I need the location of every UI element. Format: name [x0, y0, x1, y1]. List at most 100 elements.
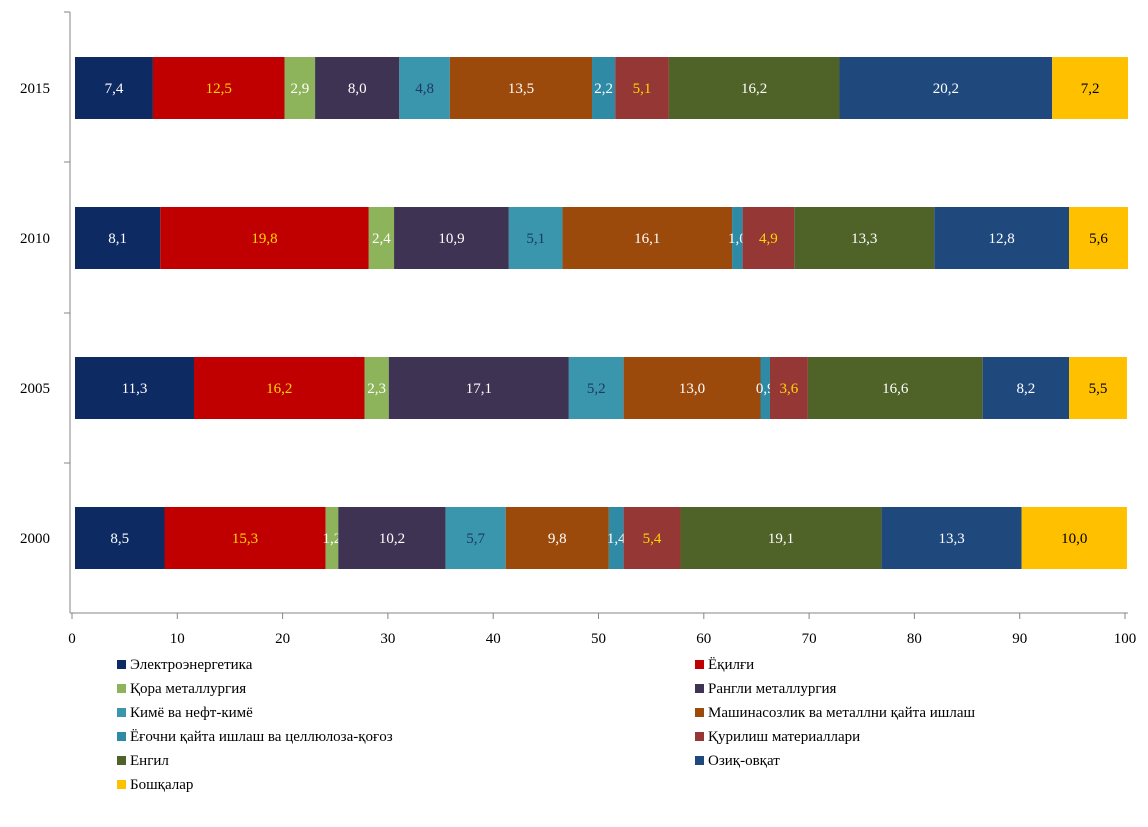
data-label: 15,3 — [232, 531, 258, 547]
x-tick-label: 30 — [380, 631, 395, 647]
legend-swatch — [117, 660, 126, 669]
data-label: 5,2 — [587, 381, 606, 397]
x-tick-label: 100 — [1114, 631, 1137, 647]
bar-segment — [760, 357, 770, 419]
data-label: 8,0 — [348, 81, 367, 97]
x-tick-label: 80 — [907, 631, 922, 647]
bar-segment — [388, 357, 569, 419]
legend-label: Бошқалар — [130, 777, 193, 793]
y-tick-label: 2015 — [20, 81, 50, 97]
data-label: 16,2 — [266, 381, 292, 397]
legend-swatch — [695, 708, 704, 717]
data-label: 5,5 — [1089, 381, 1108, 397]
data-label: 2,2 — [594, 81, 613, 97]
data-label: 10,2 — [379, 531, 405, 547]
bar-segment — [75, 207, 161, 269]
bar-segment — [615, 57, 669, 119]
data-label: 2,9 — [290, 81, 309, 97]
data-label: 10,9 — [438, 231, 464, 247]
data-label: 16,6 — [882, 381, 909, 397]
data-label: 16,2 — [741, 81, 767, 97]
bar-segment — [338, 507, 446, 569]
data-label: 7,2 — [1081, 81, 1100, 97]
bar-segment — [680, 507, 882, 569]
data-label: 9,8 — [548, 531, 567, 547]
data-label: 8,1 — [108, 231, 127, 247]
legend-swatch — [695, 660, 704, 669]
bar-segment — [75, 57, 153, 119]
data-label: 20,2 — [933, 81, 959, 97]
legend-swatch — [117, 684, 126, 693]
data-label: 8,2 — [1016, 381, 1035, 397]
data-label: 1,2 — [323, 531, 342, 547]
data-label: 2,4 — [372, 231, 391, 247]
legend-label: Рангли металлургия — [708, 681, 837, 697]
bar-segment — [982, 357, 1070, 419]
legend-swatch — [695, 732, 704, 741]
data-label: 5,1 — [633, 81, 652, 97]
bar-segment — [732, 207, 743, 269]
data-label: 19,1 — [768, 531, 794, 547]
data-label: 16,1 — [634, 231, 660, 247]
bar-segment — [399, 57, 450, 119]
data-label: 19,8 — [251, 231, 277, 247]
bar-segment — [1052, 57, 1128, 119]
bar-segment — [449, 57, 593, 119]
data-label: 10,0 — [1061, 531, 1087, 547]
data-label: 0,9 — [756, 381, 775, 397]
legend-label: Электроэнергетика — [130, 657, 253, 673]
legend: Электроэнергетика Ёқилғи Қора металлургия Р… — [117, 656, 975, 793]
bar-segment — [839, 57, 1053, 119]
data-label: 13,3 — [938, 531, 964, 547]
data-label: 5,6 — [1089, 231, 1108, 247]
bar-segment — [284, 57, 316, 119]
bar-segment — [368, 207, 395, 269]
bar-segment — [325, 507, 339, 569]
y-tick-label: 2005 — [20, 381, 50, 397]
bar-segment — [881, 507, 1022, 569]
data-label: 11,3 — [122, 381, 148, 397]
x-tick-label: 50 — [591, 631, 606, 647]
bar-segment — [445, 507, 506, 569]
bar-segment — [623, 507, 681, 569]
data-label: 3,6 — [780, 381, 799, 397]
bar-segment — [769, 357, 808, 419]
data-label: 13,5 — [508, 81, 534, 97]
bar-segment — [623, 357, 761, 419]
data-label: 1,0 — [728, 231, 747, 247]
legend-label: Машинасозлик ва металлни қайта ишлаш — [708, 705, 975, 721]
x-tick-label: 0 — [68, 631, 76, 647]
x-tick-label: 70 — [802, 631, 817, 647]
bar-segment — [75, 357, 194, 419]
data-label: 5,7 — [466, 531, 485, 547]
bar-segment — [1069, 207, 1128, 269]
y-tick-label: 2000 — [20, 531, 50, 547]
data-label: 12,5 — [206, 81, 232, 97]
bar-segment — [364, 357, 389, 419]
bar-segment — [164, 507, 326, 569]
x-tick-label: 20 — [275, 631, 290, 647]
bar-segment — [1069, 357, 1127, 419]
data-label: 7,4 — [105, 81, 124, 97]
bar-segment — [794, 207, 935, 269]
bar-segment — [315, 57, 400, 119]
bar-segment — [508, 207, 563, 269]
data-label: 1,4 — [607, 531, 626, 547]
x-tick-label: 90 — [1012, 631, 1027, 647]
bar-segment — [934, 207, 1070, 269]
data-label: 13,3 — [851, 231, 877, 247]
bar-segment — [160, 207, 369, 269]
data-label: 17,1 — [466, 381, 492, 397]
legend-swatch — [117, 732, 126, 741]
data-label: 8,5 — [110, 531, 129, 547]
data-label: 13,0 — [679, 381, 705, 397]
x-tick-label: 60 — [696, 631, 711, 647]
data-label: 2,3 — [367, 381, 386, 397]
legend-label: Ёғочни қайта ишлаш ва целлюлоза-қоғоз — [130, 728, 393, 745]
bar-segment — [75, 507, 165, 569]
bar-segment — [394, 207, 509, 269]
legend-swatch — [695, 684, 704, 693]
bar-segment — [807, 357, 983, 419]
plot-area: 0 10 20 30 40 50 60 70 80 90 100 2015 2010 2005 2000 7,… — [20, 11, 1137, 647]
